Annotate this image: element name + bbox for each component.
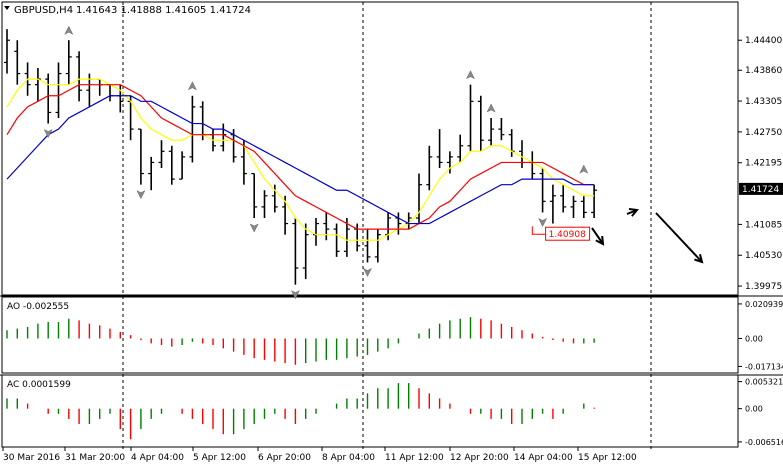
price-bar [374, 229, 381, 263]
price-bar [179, 151, 186, 180]
price-bar [364, 229, 371, 263]
price-bar [158, 140, 165, 168]
forecast-arrow-icon [591, 227, 605, 246]
price-bar [560, 184, 567, 213]
moving-average-line-2 [6, 95, 595, 225]
forecast-arrow-icon [626, 208, 639, 217]
price-bar [467, 84, 474, 152]
price-tick-label: 1.42195 [745, 159, 782, 169]
price-bar [65, 40, 72, 85]
forecast-arrow-icon [655, 212, 704, 264]
price-bar [189, 95, 196, 163]
annotation-box [545, 226, 591, 241]
price-bar [302, 223, 309, 280]
arrow-head [694, 254, 704, 264]
price-bar [55, 62, 62, 118]
price-bar [292, 218, 299, 285]
current-price-label: 1.41724 [742, 185, 779, 195]
annotation-line [531, 226, 546, 235]
fractal-down-icon [249, 223, 259, 233]
fractal-up-icon [486, 103, 496, 113]
indicator-tick-label: -0.017134 [745, 362, 783, 371]
price-bar [333, 223, 340, 257]
chart-menu-icon [4, 6, 10, 10]
time-tick-label: 15 Apr 12:00 [578, 453, 637, 463]
price-bar [446, 151, 453, 174]
time-tick-label: 6 Apr 20:00 [258, 453, 311, 463]
price-bar [343, 218, 350, 257]
annotation-label: 1.40908 [549, 230, 586, 240]
chart-title: GBPUSD,H4 [14, 5, 73, 16]
ao-title: AO -0.002555 [7, 302, 69, 312]
arrow-head [628, 208, 639, 217]
time-tick-label: 11 Apr 12:00 [385, 453, 444, 463]
fractal-down-icon [136, 190, 146, 200]
price-bar [14, 40, 21, 85]
indicator-tick-label: 0.005321 [745, 378, 783, 387]
price-bar [498, 118, 505, 141]
price-bar [436, 129, 443, 168]
price-bar [323, 212, 330, 241]
ac-title: AC 0.0001599 [7, 380, 71, 390]
fractal-down-icon [538, 217, 548, 228]
price-bar [549, 184, 556, 224]
arrow-shaft [591, 227, 604, 245]
price-bar [261, 190, 268, 218]
panel-frame-1 [1, 296, 739, 374]
panel-frame-0 [1, 1, 739, 296]
price-bar [580, 195, 587, 218]
price-tick-label: 1.39975 [745, 282, 782, 292]
price-bar [251, 172, 258, 218]
fractal-down-icon [43, 128, 53, 139]
time-tick-label: 4 Apr 04:00 [131, 453, 184, 463]
price-bar [137, 128, 144, 185]
arrow-shaft [655, 212, 703, 263]
price-bar [240, 140, 247, 185]
fractal-up-icon [465, 70, 476, 80]
price-bar [426, 145, 433, 191]
arrow-head [595, 235, 605, 246]
time-tick-label: 12 Apr 20:00 [450, 453, 509, 463]
fractal-up-icon [187, 81, 197, 91]
indicator-tick-label: -0.006516 [745, 438, 783, 447]
indicator-tick-label: 0.020939 [745, 300, 783, 309]
ohlc-readout: 1.41643 1.41888 1.41605 1.41724 [76, 5, 251, 16]
current-price-marker [739, 182, 783, 195]
price-tick-label: 1.41085 [745, 220, 782, 230]
price-bar [76, 51, 83, 102]
time-tick-label: 14 Apr 04:00 [514, 453, 573, 463]
moving-average-line-0 [6, 78, 595, 241]
price-bar [271, 184, 278, 213]
price-bar [168, 145, 175, 185]
price-bar [45, 73, 52, 124]
price-bar [457, 134, 464, 163]
price-bar [539, 168, 546, 213]
price-bar [570, 195, 577, 218]
price-bar [477, 95, 484, 152]
price-bar [416, 173, 422, 224]
indicator-tick-label: 0.00 [745, 405, 763, 414]
time-tick-label: 5 Apr 12:00 [193, 453, 246, 463]
price-tick-label: 1.42750 [745, 128, 782, 138]
time-tick-label: 8 Apr 04:00 [322, 453, 375, 463]
price-tick-label: 1.43860 [745, 66, 782, 76]
fractal-down-icon [290, 290, 300, 300]
time-tick-label: 31 Mar 20:00 [65, 453, 125, 463]
price-tick-label: 1.43305 [745, 97, 782, 107]
moving-average-line-1 [6, 84, 595, 230]
price-bar [4, 29, 10, 74]
price-bar [591, 184, 598, 218]
price-bar [488, 118, 495, 146]
price-bar [148, 156, 155, 191]
fractal-down-icon [362, 267, 373, 278]
fractal-up-icon [64, 25, 74, 35]
fractal-up-icon [579, 164, 589, 174]
price-tick-label: 1.40530 [745, 251, 782, 261]
indicator-tick-label: 0.00 [745, 334, 763, 343]
time-tick-label: 30 Mar 2016 [3, 453, 60, 463]
price-tick-label: 1.44400 [745, 36, 782, 46]
